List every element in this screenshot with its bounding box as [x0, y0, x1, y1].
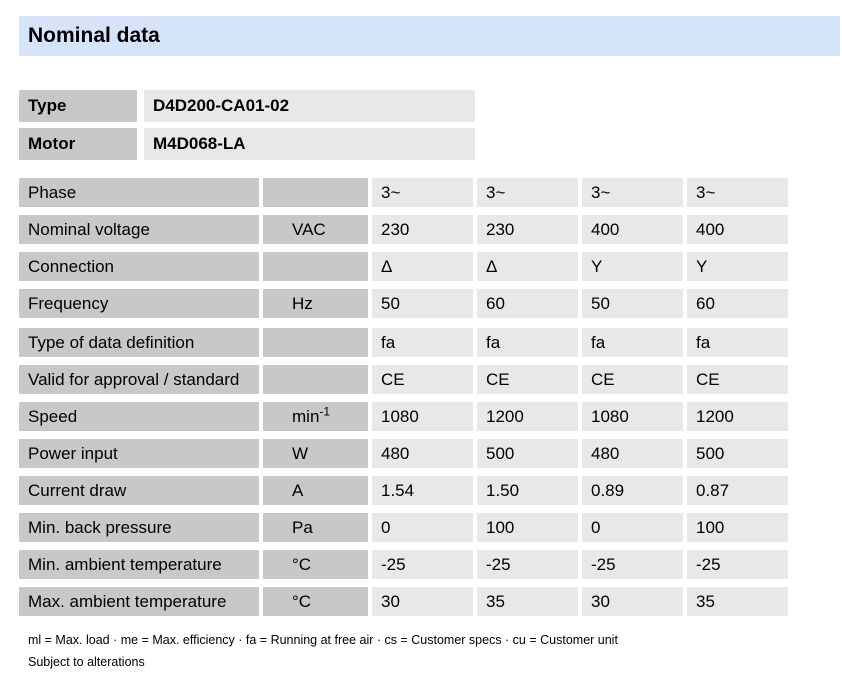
row-value: 35: [687, 587, 788, 616]
table-row: Power input W 480 500 480 500: [19, 439, 788, 468]
row-label: Phase: [19, 178, 259, 207]
row-label: Max. ambient temperature: [19, 587, 259, 616]
identity-table: Type D4D200-CA01-02 Motor M4D068-LA: [19, 90, 475, 166]
row-value: -25: [477, 550, 578, 579]
row-value: 230: [477, 215, 578, 244]
row-value: Y: [582, 252, 683, 281]
row-value: fa: [582, 328, 683, 357]
row-value: CE: [372, 365, 473, 394]
row-unit: VAC: [263, 215, 368, 244]
row-value: -25: [582, 550, 683, 579]
row-value: 500: [687, 439, 788, 468]
row-label: Nominal voltage: [19, 215, 259, 244]
row-label: Speed: [19, 402, 259, 431]
row-value: fa: [372, 328, 473, 357]
row-value: 0.89: [582, 476, 683, 505]
table-row: Min. ambient temperature °C -25 -25 -25 -25: [19, 550, 788, 579]
identity-label: Motor: [19, 128, 137, 160]
table-row: Speed min-1 1080 1200 1080 1200: [19, 402, 788, 431]
row-unit: [263, 252, 368, 281]
identity-value: D4D200-CA01-02: [144, 90, 475, 122]
row-unit: °C: [263, 550, 368, 579]
table-row: Nominal voltage VAC 230 230 400 400: [19, 215, 788, 244]
row-unit: min-1: [263, 402, 368, 431]
row-group: Phase 3~ 3~ 3~ 3~ Nominal voltage VAC 230 23…: [19, 178, 788, 318]
row-value: 60: [687, 289, 788, 318]
row-value: 1.54: [372, 476, 473, 505]
row-value: 0: [372, 513, 473, 542]
table-row: Valid for approval / standard CE CE CE CE: [19, 365, 788, 394]
page-title: Nominal data: [28, 24, 160, 47]
row-value: 3~: [477, 178, 578, 207]
row-label: Valid for approval / standard: [19, 365, 259, 394]
row-unit: °C: [263, 587, 368, 616]
row-value: 0: [582, 513, 683, 542]
table-row: Frequency Hz 50 60 50 60: [19, 289, 788, 318]
row-value: 30: [582, 587, 683, 616]
row-value: CE: [477, 365, 578, 394]
row-value: Δ: [477, 252, 578, 281]
row-value: 1.50: [477, 476, 578, 505]
row-value: 1080: [582, 402, 683, 431]
row-label: Connection: [19, 252, 259, 281]
row-value: 35: [477, 587, 578, 616]
row-value: CE: [687, 365, 788, 394]
row-value: 100: [477, 513, 578, 542]
row-value: 0.87: [687, 476, 788, 505]
row-value: 60: [477, 289, 578, 318]
row-unit: Hz: [263, 289, 368, 318]
nominal-table: Phase 3~ 3~ 3~ 3~ Nominal voltage VAC 230 23…: [19, 178, 788, 624]
row-value: 3~: [372, 178, 473, 207]
row-value: 400: [582, 215, 683, 244]
row-value: -25: [372, 550, 473, 579]
table-row: Phase 3~ 3~ 3~ 3~: [19, 178, 788, 207]
row-value: 400: [687, 215, 788, 244]
row-value: CE: [582, 365, 683, 394]
identity-row: Type D4D200-CA01-02: [19, 90, 475, 122]
row-label: Current draw: [19, 476, 259, 505]
row-value: 3~: [582, 178, 683, 207]
row-value: 480: [582, 439, 683, 468]
row-value: 30: [372, 587, 473, 616]
table-row: Min. back pressure Pa 0 100 0 100: [19, 513, 788, 542]
row-value: Δ: [372, 252, 473, 281]
row-label: Power input: [19, 439, 259, 468]
row-value: 500: [477, 439, 578, 468]
legend-text: ml = Max. load · me = Max. efficiency · …: [28, 633, 618, 647]
row-value: fa: [687, 328, 788, 357]
row-value: fa: [477, 328, 578, 357]
row-value: 50: [372, 289, 473, 318]
section-header: Nominal data: [19, 16, 840, 56]
row-value: 1200: [477, 402, 578, 431]
row-value: 1080: [372, 402, 473, 431]
row-value: 50: [582, 289, 683, 318]
table-row: Type of data definition fa fa fa fa: [19, 328, 788, 357]
row-label: Min. back pressure: [19, 513, 259, 542]
row-value: 480: [372, 439, 473, 468]
row-value: 3~: [687, 178, 788, 207]
row-unit: [263, 178, 368, 207]
identity-label: Type: [19, 90, 137, 122]
table-row: Current draw A 1.54 1.50 0.89 0.87: [19, 476, 788, 505]
row-group: Type of data definition fa fa fa fa Valid f…: [19, 328, 788, 616]
row-unit: A: [263, 476, 368, 505]
row-unit: [263, 365, 368, 394]
row-value: 230: [372, 215, 473, 244]
table-row: Max. ambient temperature °C 30 35 30 35: [19, 587, 788, 616]
identity-value: M4D068-LA: [144, 128, 475, 160]
row-label: Type of data definition: [19, 328, 259, 357]
row-label: Frequency: [19, 289, 259, 318]
row-value: 100: [687, 513, 788, 542]
row-unit: [263, 328, 368, 357]
unit-superscript: -1: [319, 404, 331, 419]
row-unit: Pa: [263, 513, 368, 542]
row-value: -25: [687, 550, 788, 579]
row-value: Y: [687, 252, 788, 281]
row-label: Min. ambient temperature: [19, 550, 259, 579]
row-value: 1200: [687, 402, 788, 431]
row-unit: W: [263, 439, 368, 468]
disclaimer-text: Subject to alterations: [28, 655, 145, 669]
identity-row: Motor M4D068-LA: [19, 128, 475, 160]
